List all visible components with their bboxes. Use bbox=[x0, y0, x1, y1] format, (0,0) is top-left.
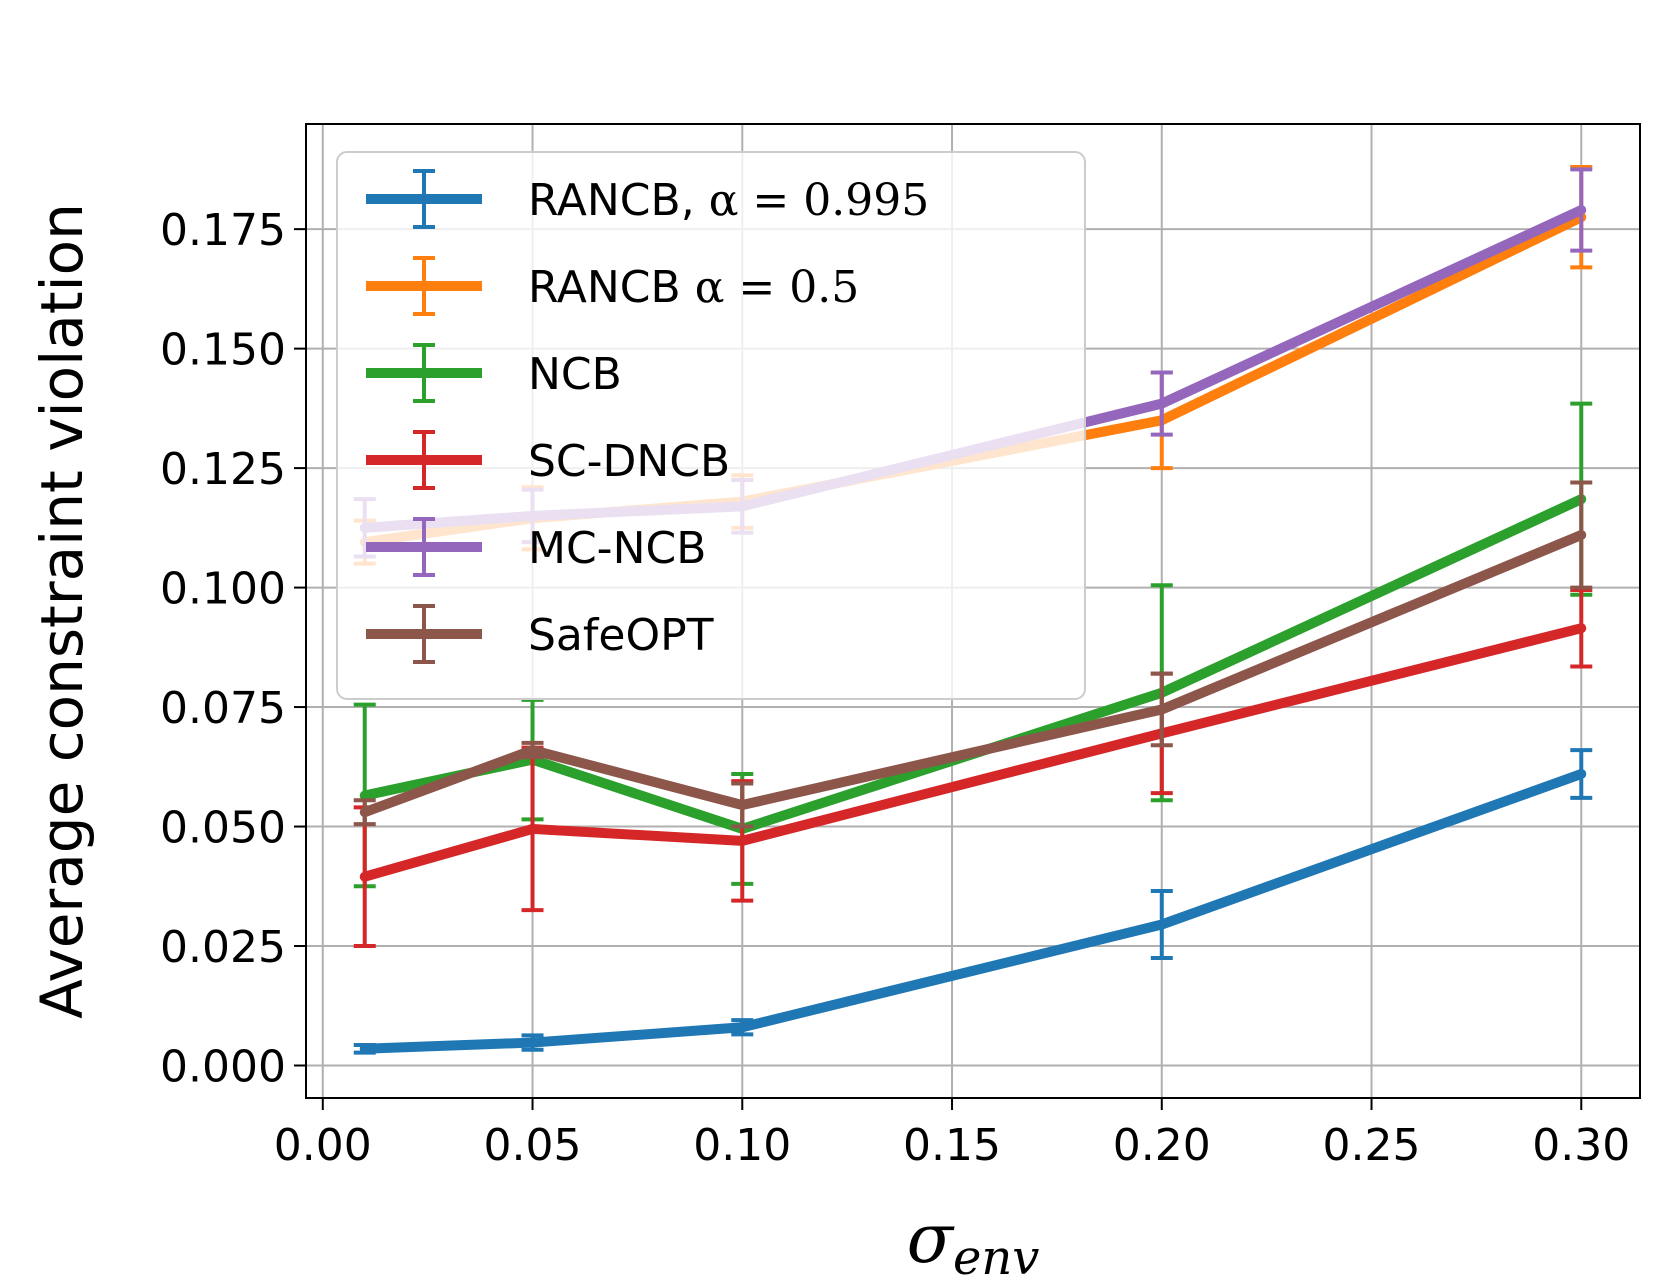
data-point bbox=[1156, 398, 1167, 409]
legend-box bbox=[336, 151, 1086, 700]
error-bar bbox=[353, 798, 376, 827]
data-point bbox=[527, 745, 538, 756]
error-bar bbox=[1570, 167, 1593, 253]
error-bar bbox=[1150, 889, 1173, 960]
y-tick-label: 0.050 bbox=[160, 803, 286, 854]
series-safeopt-5 bbox=[353, 480, 1593, 829]
error-bar bbox=[1570, 748, 1593, 800]
error-bar bbox=[731, 781, 754, 829]
data-point bbox=[359, 871, 370, 882]
y-tick-label: 0.100 bbox=[160, 564, 286, 615]
y-tick-label: 0.175 bbox=[160, 205, 286, 256]
x-axis-label-main: σ bbox=[907, 1200, 955, 1279]
legend-label-name: MC-NCB bbox=[528, 523, 706, 574]
series-line bbox=[364, 769, 1583, 1054]
data-point bbox=[1156, 919, 1167, 930]
legend: RANCB, α = 0.995 RANCB α = 0.5 NCB SC-DNCB MC-… bbox=[336, 151, 1086, 700]
data-point bbox=[1576, 530, 1587, 541]
series-rancb--0 bbox=[353, 748, 1593, 1055]
data-point bbox=[359, 1043, 370, 1054]
axis-ticks: 0.00 0.05 0.10 0.15 0.20 0.25 0.30 0.000 0.025 0.… bbox=[160, 205, 1630, 1171]
data-point bbox=[527, 823, 538, 834]
error-bar bbox=[731, 1018, 754, 1037]
legend-label-name: RANCB bbox=[528, 262, 681, 313]
error-bar bbox=[1150, 370, 1173, 437]
legend-label-math: α = 0.995 bbox=[709, 175, 930, 226]
error-bar bbox=[1570, 587, 1593, 669]
y-tick-label: 0.000 bbox=[160, 1042, 286, 1093]
x-tick-label: 0.10 bbox=[693, 1120, 791, 1171]
x-tick-label: 0.05 bbox=[484, 1120, 582, 1171]
legend-label: RANCB α = 0.5 bbox=[528, 262, 859, 313]
data-point bbox=[1576, 623, 1587, 634]
legend-item-rancb--0: RANCB, α = 0.995 bbox=[366, 169, 929, 229]
error-bar bbox=[353, 1042, 376, 1055]
y-tick-label: 0.125 bbox=[160, 444, 286, 495]
y-tick-label: 0.150 bbox=[160, 325, 286, 376]
plot-frame bbox=[305, 123, 1641, 1099]
x-tick-label: 0.25 bbox=[1323, 1120, 1421, 1171]
legend-label-name: RANCB, bbox=[528, 175, 695, 226]
error-bar bbox=[521, 740, 544, 760]
legend-label: MC-NCB bbox=[528, 523, 706, 574]
y-tick-label: 0.025 bbox=[160, 922, 286, 973]
x-tick-label: 0.00 bbox=[274, 1120, 372, 1171]
legend-label-name: NCB bbox=[528, 349, 622, 400]
y-axis-label: Average constraint violation bbox=[28, 203, 96, 1019]
x-axis-label-subscript: env bbox=[953, 1230, 1039, 1286]
data-point bbox=[1156, 704, 1167, 715]
error-bar bbox=[521, 1033, 544, 1052]
legend-item-sc-dncb-3: SC-DNCB bbox=[366, 430, 730, 490]
legend-label: RANCB, α = 0.995 bbox=[528, 175, 929, 226]
x-tick-label: 0.15 bbox=[903, 1120, 1001, 1171]
data-point bbox=[1576, 205, 1587, 216]
legend-label: SafeOPT bbox=[528, 610, 714, 661]
legend-label: NCB bbox=[528, 349, 622, 400]
x-tick-label: 0.20 bbox=[1113, 1120, 1211, 1171]
legend-label-name: SafeOPT bbox=[528, 610, 714, 661]
error-bar bbox=[1150, 671, 1173, 748]
legend-item-mc-ncb-4: MC-NCB bbox=[366, 517, 706, 577]
error-bar bbox=[1570, 480, 1593, 590]
x-axis-label: σenv bbox=[907, 1200, 1040, 1286]
legend-label: SC-DNCB bbox=[528, 436, 730, 487]
data-point bbox=[737, 835, 748, 846]
data-point bbox=[527, 1037, 538, 1048]
data-point bbox=[359, 790, 370, 801]
data-point bbox=[737, 1022, 748, 1033]
legend-item-safeopt-5: SafeOPT bbox=[366, 604, 714, 664]
legend-label-math: α = 0.5 bbox=[695, 262, 860, 313]
x-tick-label: 0.30 bbox=[1532, 1120, 1630, 1171]
data-point bbox=[737, 800, 748, 811]
data-point bbox=[1576, 768, 1587, 779]
legend-item-ncb-2: NCB bbox=[366, 343, 622, 403]
data-point bbox=[359, 807, 370, 818]
legend-label-name: SC-DNCB bbox=[528, 436, 730, 487]
y-tick-label: 0.075 bbox=[160, 683, 286, 734]
legend-item-rancb-1: RANCB α = 0.5 bbox=[366, 256, 859, 316]
